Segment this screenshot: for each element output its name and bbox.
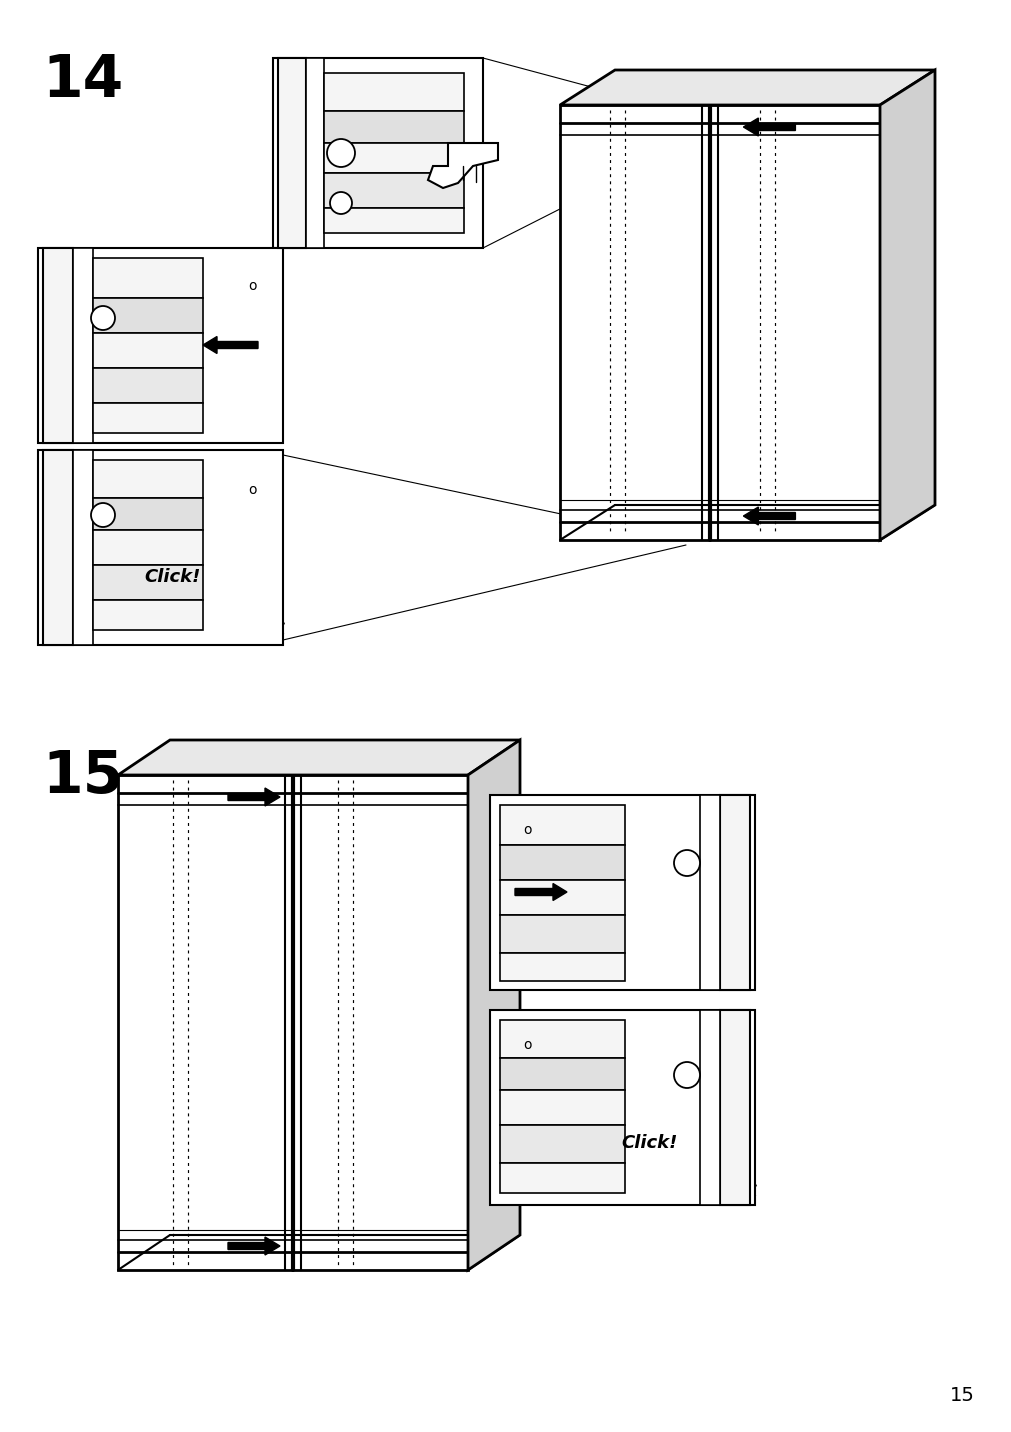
Circle shape: [91, 503, 115, 527]
Polygon shape: [428, 143, 497, 188]
Bar: [499, 1020, 625, 1058]
Bar: [305, 59, 324, 248]
Text: Click!: Click!: [621, 1134, 677, 1151]
Bar: [93, 334, 203, 368]
Bar: [700, 795, 719, 990]
Bar: [499, 881, 625, 915]
Bar: [559, 105, 880, 540]
Bar: [499, 845, 625, 881]
FancyArrow shape: [227, 1237, 280, 1254]
Polygon shape: [118, 740, 520, 775]
Polygon shape: [880, 70, 934, 540]
FancyArrow shape: [203, 337, 258, 354]
Circle shape: [673, 1063, 700, 1088]
Circle shape: [673, 851, 700, 876]
Text: o: o: [524, 1038, 532, 1053]
Bar: [93, 460, 203, 498]
Bar: [118, 775, 467, 1270]
Bar: [93, 530, 203, 566]
Bar: [489, 795, 754, 990]
Bar: [73, 248, 93, 442]
Text: o: o: [524, 823, 532, 836]
Bar: [324, 112, 463, 143]
Bar: [42, 450, 73, 644]
Text: o: o: [249, 483, 257, 497]
Bar: [273, 59, 482, 248]
Bar: [38, 248, 283, 442]
Bar: [719, 1010, 749, 1204]
Bar: [324, 73, 463, 112]
Bar: [499, 1058, 625, 1090]
Bar: [93, 566, 203, 600]
Bar: [324, 173, 463, 208]
Bar: [324, 143, 463, 173]
Bar: [93, 368, 203, 402]
Bar: [499, 915, 625, 954]
Bar: [499, 1126, 625, 1163]
Bar: [700, 1010, 719, 1204]
Text: 15: 15: [949, 1386, 974, 1405]
Polygon shape: [559, 70, 934, 105]
Polygon shape: [467, 740, 520, 1270]
FancyArrow shape: [743, 507, 795, 526]
Bar: [489, 1010, 754, 1204]
Bar: [499, 805, 625, 845]
Bar: [499, 1090, 625, 1126]
Circle shape: [91, 306, 115, 329]
Bar: [93, 600, 203, 630]
Circle shape: [330, 192, 352, 213]
Bar: [278, 59, 305, 248]
Text: 14: 14: [42, 52, 123, 109]
Bar: [324, 208, 463, 233]
Bar: [499, 1163, 625, 1193]
Bar: [38, 450, 283, 644]
Bar: [93, 402, 203, 432]
FancyArrow shape: [515, 884, 566, 901]
Bar: [93, 498, 203, 530]
FancyArrow shape: [743, 117, 795, 136]
Bar: [499, 954, 625, 981]
Text: Click!: Click!: [145, 569, 201, 586]
Circle shape: [327, 139, 355, 168]
Bar: [73, 450, 93, 644]
Bar: [93, 258, 203, 298]
Text: 15: 15: [42, 748, 123, 805]
Bar: [719, 795, 749, 990]
Bar: [93, 298, 203, 334]
FancyArrow shape: [227, 788, 280, 806]
Bar: [42, 248, 73, 442]
Text: o: o: [249, 279, 257, 294]
